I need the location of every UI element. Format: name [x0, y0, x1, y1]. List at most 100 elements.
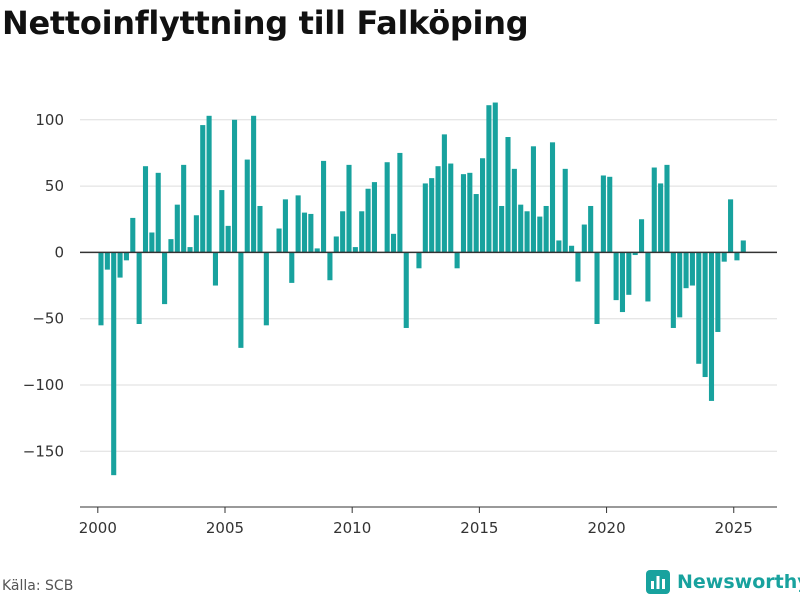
bar [683, 252, 689, 289]
bar [473, 194, 479, 253]
source-note: Källa: SCB [2, 578, 74, 594]
bar [174, 204, 180, 253]
bar [212, 252, 218, 286]
y-tick-label: 50 [45, 177, 64, 195]
gridlines [80, 119, 777, 452]
bar [581, 224, 587, 253]
bar [251, 115, 257, 253]
bar [429, 178, 435, 253]
bar [225, 225, 231, 253]
bar [588, 205, 594, 253]
bar [238, 252, 244, 348]
bar [594, 252, 600, 324]
bar [359, 211, 365, 253]
bar [677, 252, 683, 318]
bar [562, 168, 568, 253]
bar [123, 252, 129, 261]
bar [149, 232, 155, 253]
bar [403, 252, 409, 328]
bar [187, 247, 193, 253]
bar [543, 205, 549, 253]
bar [721, 252, 727, 262]
bar [556, 240, 562, 253]
bar [136, 252, 142, 324]
bar [422, 183, 428, 253]
bar [569, 245, 575, 253]
x-tick-label: 2000 [79, 519, 117, 537]
bar [162, 252, 168, 305]
bar [371, 182, 377, 253]
bar [607, 176, 613, 253]
bar [321, 160, 327, 253]
bar [181, 164, 187, 253]
brand-logo: Newsworthy [645, 569, 800, 595]
bar [702, 252, 708, 378]
bar [626, 252, 632, 295]
bar [505, 137, 511, 253]
bar [511, 168, 517, 253]
bar [276, 228, 282, 253]
bar [340, 211, 346, 253]
bar [639, 219, 645, 253]
bar [384, 162, 390, 253]
bar [670, 252, 676, 328]
bar [530, 146, 536, 253]
x-tick-label: 2020 [587, 519, 625, 537]
y-tick-label: −50 [32, 310, 64, 328]
bar [111, 252, 117, 476]
bar [219, 190, 225, 253]
bar [467, 172, 473, 253]
bar [301, 212, 308, 253]
bar [645, 252, 651, 302]
bar [600, 175, 606, 253]
y-tick-label: −100 [23, 376, 64, 394]
bar [613, 252, 619, 301]
bar [575, 252, 581, 282]
bar [397, 152, 403, 253]
bar [352, 247, 358, 253]
bar [263, 252, 269, 326]
y-tick-label: −150 [23, 442, 64, 460]
bar [155, 172, 161, 253]
bar [390, 233, 397, 253]
bar [664, 164, 670, 253]
brand-name: Newsworthy [677, 571, 800, 593]
bar [492, 102, 498, 253]
bar [480, 158, 486, 253]
bar [549, 142, 556, 253]
bar [104, 252, 110, 270]
bar [231, 119, 238, 253]
bar [696, 252, 702, 364]
chart-title: Nettoinflyttning till Falköping [2, 4, 529, 42]
bar [327, 252, 333, 281]
bar [314, 248, 320, 253]
bar [416, 252, 422, 269]
bar [499, 205, 505, 253]
bar [130, 217, 136, 253]
bar [244, 159, 250, 253]
bar [619, 252, 626, 313]
bar [206, 115, 212, 253]
newsworthy-icon [646, 570, 670, 594]
x-tick-label: 2015 [460, 519, 498, 537]
bar [117, 252, 123, 278]
bar [282, 199, 288, 253]
bar [728, 199, 734, 253]
bar [142, 166, 149, 253]
bar [441, 134, 447, 253]
bar [537, 216, 543, 253]
bar [200, 125, 206, 253]
x-tick-label: 2025 [715, 519, 753, 537]
bar [289, 252, 295, 283]
bar [708, 252, 715, 401]
x-tick-label: 2010 [333, 519, 371, 537]
bar [98, 252, 104, 326]
bar [346, 164, 352, 253]
bar [448, 163, 454, 253]
bar [460, 174, 467, 253]
bar [333, 236, 339, 253]
bar [734, 252, 740, 261]
bar [295, 195, 301, 253]
bar [257, 205, 263, 253]
